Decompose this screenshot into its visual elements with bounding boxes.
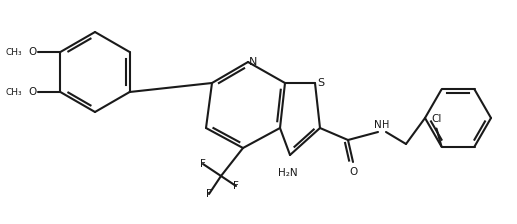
Text: CH₃: CH₃ [6,47,22,56]
Text: H: H [382,120,389,130]
Text: N: N [374,120,382,130]
Text: N: N [249,57,257,67]
Text: H₂N: H₂N [278,168,298,178]
Text: F: F [200,159,206,169]
Text: F: F [206,189,212,199]
Text: Cl: Cl [431,114,442,124]
Text: CH₃: CH₃ [6,88,22,97]
Text: S: S [317,78,324,88]
Text: O: O [28,87,36,97]
Text: F: F [233,181,239,191]
Text: O: O [349,167,357,177]
Text: O: O [28,47,36,57]
